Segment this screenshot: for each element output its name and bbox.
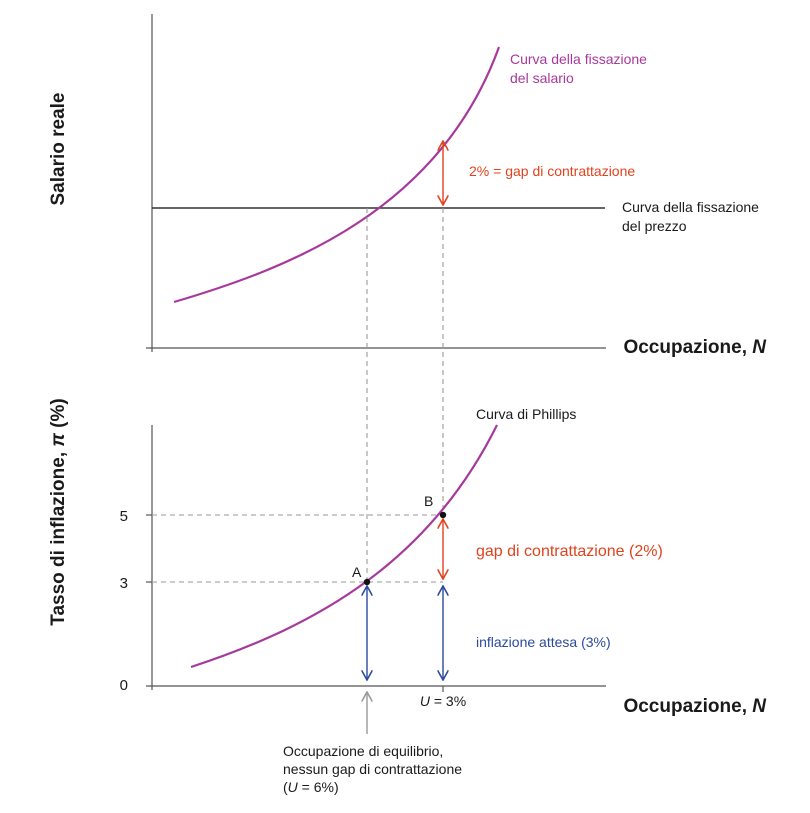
top-x-axis-title: Occupazione, N [623,337,767,358]
u3-label: U = 3% [420,693,466,709]
top-y-axis-title: Salario reale [48,92,69,205]
bottom-x-axis-title: Occupazione, N [623,696,767,717]
wage-setting-curve [173,46,501,304]
bottom-panel: Tasso di inflazione, π (%) Occupazione, … [48,398,767,795]
tick-label-3: 3 [120,575,128,592]
price-curve-label: Curva della fissazione del prezzo [622,199,759,234]
phillips-curve [190,424,498,669]
point-b [439,511,447,519]
bottom-gap-label: gap di contrattazione (2%) [476,543,663,560]
bottom-y-axis-title: Tasso di inflazione, π (%) [48,398,69,625]
phillips-curve-label: Curva di Phillips [476,406,576,422]
tick-label-5: 5 [120,508,128,525]
top-panel: Salario reale Occupazione, N Curva della… [48,14,767,358]
top-gap-label: 2% = gap di contrattazione [469,163,635,179]
point-a-label: A [352,564,362,580]
point-b-label: B [424,493,433,509]
tick-label-0: 0 [120,677,128,694]
point-a [363,578,371,586]
wage-curve-label: Curva della fissazione del salario [510,51,647,86]
expected-inflation-label: inflazione attesa (3%) [476,634,611,650]
equilibrium-label: Occupazione di equilibrio, nessun gap di … [283,743,462,795]
